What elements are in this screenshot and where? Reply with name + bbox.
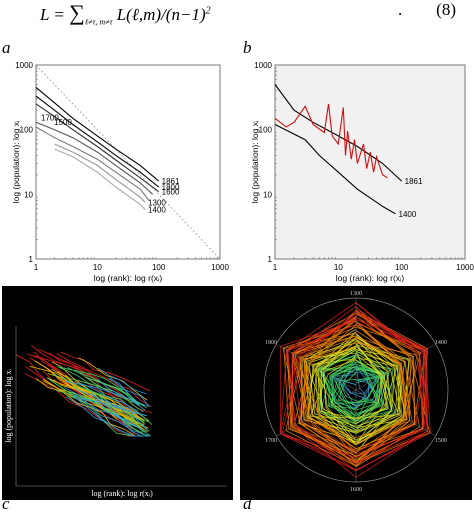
series-label: 1600 <box>162 188 180 197</box>
series-label: 1500 <box>54 118 72 127</box>
y-tick-label: 1 <box>268 255 273 264</box>
trajectory-line <box>66 377 153 425</box>
chart-a-svg: 11 10 10 100 100 1000 1000 log (rank): log r(xᵢ… <box>11 61 229 283</box>
x-tick-label: 1 <box>34 263 39 272</box>
x-tick-label: 100 <box>395 263 409 272</box>
series-line <box>35 86 160 182</box>
series-label: 1400 <box>399 210 417 219</box>
trajectory-line <box>82 397 150 437</box>
trajectory-line <box>90 392 146 416</box>
equation-term: L(ℓ,m)/(n−1) <box>116 5 206 24</box>
radar-axis-label: 1500 <box>435 438 447 444</box>
trajectory-line <box>72 395 143 437</box>
trajectory-line <box>109 377 150 407</box>
x-tick-label: 10 <box>334 263 343 272</box>
equation-lhs: L <box>40 5 50 24</box>
sum-index: ℓ≠τ, m≠τ <box>84 17 113 27</box>
x-tick-label: 1000 <box>456 263 474 272</box>
trajectory-line <box>52 373 149 423</box>
y-axis-label: log (population): log xᵢ <box>4 369 13 443</box>
radar-axis-label: 1400 <box>435 340 447 346</box>
series-line <box>54 148 146 210</box>
y-tick-label: 100 <box>20 126 34 135</box>
y-tick-label: 100 <box>259 126 273 135</box>
panel-label-b: b <box>243 38 252 57</box>
trajectory-line <box>78 382 139 412</box>
trajectory-line <box>60 351 151 392</box>
series-line <box>35 103 160 193</box>
chart-b: 1 1 10 10 100 100 1000 1000 log (rank): log r(xᵢ… <box>241 55 474 285</box>
panel-label-d: d <box>243 494 252 513</box>
trajectory-line <box>92 397 138 428</box>
y-tick-label: 10 <box>24 190 33 199</box>
trajectory-line <box>73 394 150 437</box>
series-label: 1300 <box>148 198 166 207</box>
chart-d-svg: 1300 1400 1500 1600 1700 1800 <box>263 291 449 493</box>
series-line <box>35 126 150 201</box>
panel-label-c: c <box>2 494 10 513</box>
series-line <box>274 84 403 182</box>
equation-body: L = ∑ℓ≠τ, m≠τ L(ℓ,m)/(n−1)2 <box>40 0 211 27</box>
trajectory-line <box>24 372 143 437</box>
chart-a: 1 1 10 10 100 100 1000 1000 log (rank): log r(xᵢ… <box>0 55 234 285</box>
x-tick-label: 100 <box>152 263 166 272</box>
series-label: 1861 <box>162 177 180 186</box>
radar-axis <box>276 389 357 437</box>
y-axis-label: log (population): log xᵢ <box>250 121 260 204</box>
trajectory-line <box>67 367 145 407</box>
y-axis-label: log (population): log xᵢ <box>11 121 21 204</box>
series-line <box>274 103 388 179</box>
series-label: 1400 <box>148 206 166 215</box>
series-label: 1800 <box>162 183 180 192</box>
series-line <box>35 121 154 195</box>
series-label: 1861 <box>405 177 423 186</box>
radar-axis-label: 1300 <box>350 291 362 297</box>
series-label: 1700 <box>41 113 59 122</box>
trajectory-line <box>48 352 142 415</box>
x-tick-label: 1 <box>273 263 278 272</box>
trajectory-line <box>56 353 152 407</box>
chart-d: 1300 1400 1500 1600 1700 1800 <box>240 286 472 500</box>
trajectory-line <box>85 388 146 424</box>
reference-line <box>35 64 221 260</box>
chart-c-svg: log (rank): log r(xᵢ) log (population): l… <box>4 326 227 498</box>
sum-symbol: ∑ <box>69 0 85 25</box>
x-axis-label: log (rank): log r(xᵢ) <box>91 489 153 498</box>
y-tick-label: 1 <box>29 255 34 264</box>
series-line <box>54 143 146 203</box>
radar-axis <box>355 343 436 391</box>
radar-axis-label: 1800 <box>265 340 277 346</box>
x-axis-label: log (rank): log r(xᵢ) <box>94 273 163 283</box>
radar-axis <box>355 389 436 437</box>
trajectory-line <box>97 367 147 395</box>
trajectory-line <box>46 377 145 426</box>
chart-c: log (rank): log r(xᵢ) log (population): l… <box>2 286 233 500</box>
chart-b-svg: 11 10 10 100 100 1000 1000 log (rank): log r(xᵢ… <box>250 61 474 283</box>
equation-number: (8) <box>436 0 456 19</box>
x-tick-label: 1000 <box>211 263 229 272</box>
trajectory-line <box>76 388 148 430</box>
y-tick-label: 1000 <box>15 61 33 70</box>
trajectory-line <box>42 378 136 437</box>
y-tick-label: 10 <box>263 190 272 199</box>
trajectory-line <box>57 366 144 413</box>
trajectory-line <box>86 377 140 407</box>
x-axis-label: log (rank): log r(xᵢ) <box>336 273 405 283</box>
trajectory-line <box>73 386 144 436</box>
equation-exponent: 2 <box>205 5 211 17</box>
series-line <box>35 95 160 188</box>
equation: L = ∑ℓ≠τ, m≠τ L(ℓ,m)/(n−1)2 . (8) <box>40 0 474 26</box>
radar-axis-label: 1600 <box>350 487 362 493</box>
trajectory-line <box>97 378 150 407</box>
radar-axis-label: 1700 <box>265 438 277 444</box>
radar-axis <box>276 343 357 391</box>
trajectory-line <box>63 387 147 433</box>
panel-label-a: a <box>2 38 11 57</box>
plot-area <box>274 64 466 260</box>
x-tick-label: 10 <box>93 263 102 272</box>
y-tick-label: 1000 <box>254 61 272 70</box>
series-line <box>274 124 396 215</box>
equation-period: . <box>398 0 403 19</box>
